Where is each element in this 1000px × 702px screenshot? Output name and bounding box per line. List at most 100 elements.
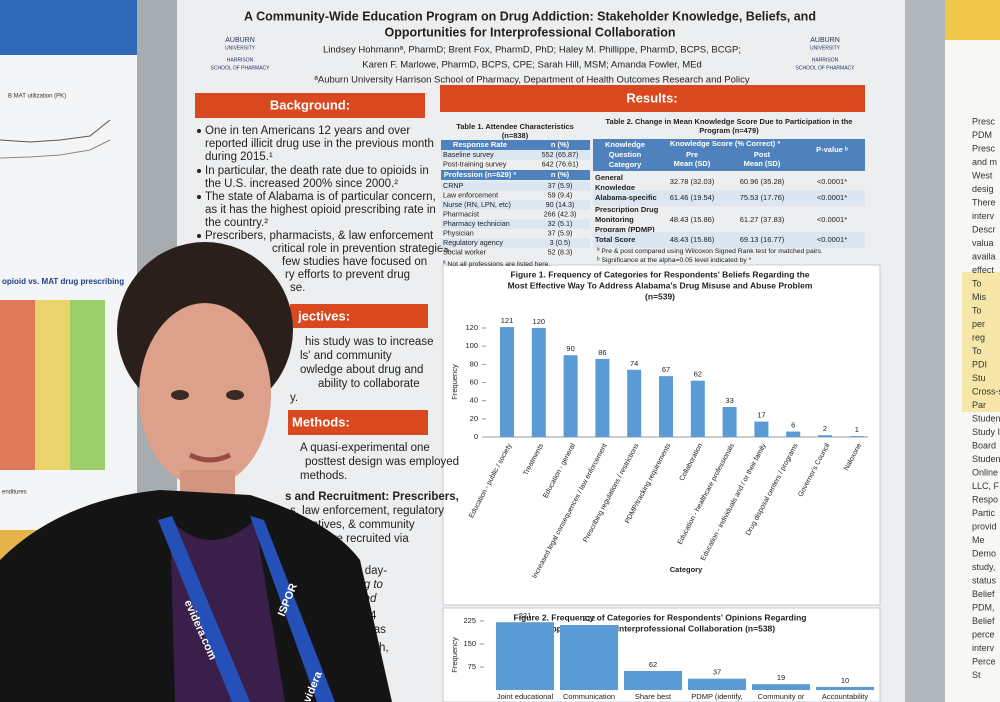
body-text: his study was to increase — [305, 336, 433, 348]
axis-label: Category — [670, 565, 703, 574]
bullet — [197, 129, 201, 133]
table-header-text: Knowledge — [605, 140, 645, 149]
table-cell: 75.53 (17.76) — [740, 193, 785, 202]
table-cell: Social worker — [443, 247, 487, 256]
logo-text: SCHOOL OF PHARMACY — [796, 65, 856, 71]
table-cell: 61.46 (19.54) — [670, 193, 715, 202]
table-title: Program (n=479) — [699, 126, 759, 135]
logo-text: SCHOOL OF PHARMACY — [211, 65, 271, 71]
data-label: 17 — [757, 411, 765, 420]
x-tick-label: Accountability — [822, 692, 869, 701]
side-text: Presc — [972, 116, 996, 126]
side-text: perce — [972, 629, 995, 639]
side-text: valua — [972, 238, 994, 248]
side-text: study, — [972, 562, 995, 572]
data-label: 62 — [649, 660, 657, 669]
table-cell: 37 (5.9) — [548, 228, 573, 237]
body-text: s and Recruitment: Prescribers, — [285, 491, 459, 503]
logo-text: HARRISON — [227, 57, 254, 63]
bar — [624, 670, 682, 690]
table-cell: Pharmacy technician — [443, 219, 510, 228]
table-cell: Baseline survey — [443, 150, 494, 159]
table-cell: Alabama-specific — [595, 193, 657, 202]
side-text: Me — [972, 535, 985, 545]
figure-title: Figure 1. Frequency of Categories for Re… — [510, 269, 809, 279]
table-header-text: Mean (SD) — [744, 159, 781, 168]
side-text: opioid vs. MAT drug prescribing — [2, 277, 124, 286]
data-label: 121 — [501, 316, 514, 325]
table-header — [441, 170, 590, 180]
table-header-text: Profession (n=629) ª — [444, 170, 516, 179]
table-cell: 61.27 (37.83) — [740, 215, 785, 224]
side-text: Belief — [972, 616, 995, 626]
section-bar — [290, 304, 428, 328]
table-title: Table 1. Attendee Characteristics — [456, 122, 574, 131]
table-cell: Prescription Drug — [595, 205, 659, 214]
author-line: Lindsey Hohmannª, PharmD; Brent Fox, Pha… — [323, 45, 741, 56]
side-text: PDM, — [972, 602, 995, 612]
side-text: PDM — [972, 130, 992, 140]
section-heading: Background: — [270, 97, 350, 112]
left-poster-band — [0, 0, 137, 55]
x-tick-label: Joint educational — [497, 692, 554, 701]
table-cell: General — [595, 173, 623, 182]
side-text: reg — [972, 332, 985, 342]
bullet — [197, 195, 201, 199]
side-text: per — [972, 319, 985, 329]
bar — [500, 327, 514, 437]
body-text: In particular, the death rate due to opi… — [205, 165, 429, 177]
axis-label: Frequency — [450, 364, 459, 400]
data-label: 37 — [713, 668, 721, 677]
logo-text: AUBURN — [225, 37, 255, 44]
table-cell: 37 (5.9) — [548, 181, 573, 190]
bar — [816, 686, 874, 690]
section-bar — [195, 93, 425, 118]
data-label: 212 — [583, 614, 596, 623]
bar — [786, 431, 801, 437]
author-line: ªAuburn University Harrison School of Ph… — [314, 75, 750, 86]
bar — [752, 684, 810, 690]
data-label: 33 — [725, 396, 733, 405]
poster-title: Opportunities for Interprofessional Coll… — [385, 25, 676, 39]
data-label: 67 — [662, 365, 670, 374]
table-header-text: Mean (SD) — [674, 159, 711, 168]
section-heading: jectives: — [297, 308, 350, 323]
logo-text: UNIVERSITY — [810, 45, 841, 51]
table-cell: 90 (14.3) — [546, 200, 575, 209]
table-cell: 32.78 (32.03) — [670, 177, 715, 186]
table-title: (n=838) — [502, 131, 529, 140]
data-label: 86 — [598, 348, 606, 357]
y-tick-label: 100 — [465, 341, 478, 350]
table-note: ᵇ Significance at the alpha=0.05 level i… — [597, 257, 752, 264]
table-row — [441, 219, 590, 229]
side-text: Presc — [972, 143, 996, 153]
side-text: Par — [972, 400, 986, 410]
side-text: Partic — [972, 508, 996, 518]
table-cell: <0.0001* — [817, 177, 847, 186]
y-tick-label: 80 — [470, 359, 478, 368]
y-tick-label: 0 — [474, 432, 478, 441]
bar — [531, 328, 546, 437]
y-tick-label: 120 — [465, 323, 478, 332]
body-text: the U.S. increased 200% since 2000.² — [205, 178, 398, 190]
table-cell: Pharmacist — [443, 209, 479, 218]
data-label: 2 — [823, 424, 827, 433]
bar — [560, 624, 618, 690]
table-cell: 552 (65.87) — [542, 150, 579, 159]
left-line — [0, 119, 111, 143]
side-text: desig — [972, 184, 994, 194]
data-label: 1 — [855, 425, 859, 434]
body-text: ls' and community — [300, 350, 392, 362]
table-cell: CRNP — [443, 181, 464, 190]
bar — [754, 421, 769, 437]
table-cell: 60.96 (35.28) — [740, 177, 785, 186]
body-text: as it has the highest opioid prescribing… — [205, 204, 436, 216]
body-text: The state of Alabama is of particular co… — [205, 191, 436, 203]
body-text: One in ten Americans 12 years and over — [205, 125, 410, 137]
x-tick-label: PDMP (identify, — [691, 692, 742, 701]
side-text: Studen — [972, 413, 1000, 423]
table-header-text: Response Rate — [453, 140, 507, 149]
table-row — [441, 200, 590, 210]
